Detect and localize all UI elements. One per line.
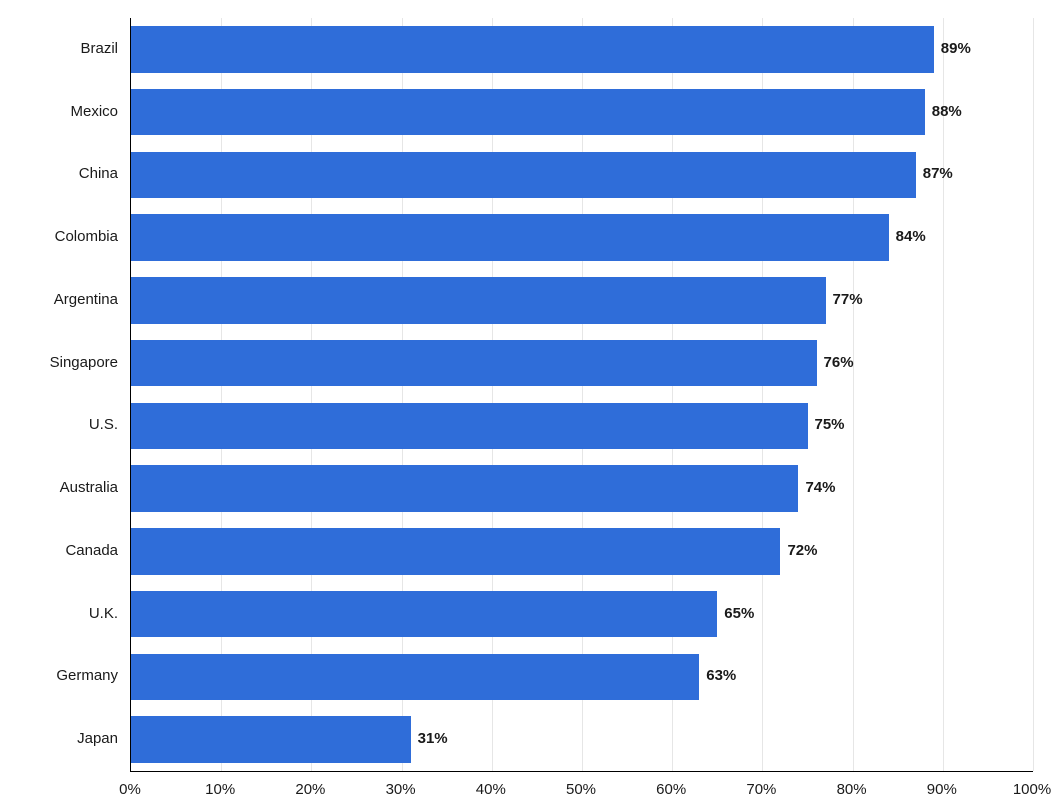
bar[interactable] xyxy=(131,716,411,762)
bar-chart: 0% 10% 20% 30% 40% 50% 60% 70% 80% 90% 100% 89% Braz… xyxy=(0,0,1062,811)
x-axis-tick-label: 20% xyxy=(295,781,325,798)
x-axis-tick-label: 0% xyxy=(119,781,141,798)
bar[interactable] xyxy=(131,26,934,72)
x-axis-tick-label: 70% xyxy=(746,781,776,798)
bar[interactable] xyxy=(131,89,925,135)
bar-value-label: 31% xyxy=(418,730,448,747)
bar-value-label: 65% xyxy=(724,605,754,622)
bar[interactable] xyxy=(131,591,717,637)
bar[interactable] xyxy=(131,465,798,511)
category-label: Mexico xyxy=(70,103,118,120)
x-axis-tick-label: 60% xyxy=(656,781,686,798)
grid-line xyxy=(1033,18,1034,771)
x-axis-tick-label: 40% xyxy=(476,781,506,798)
x-axis-tick-label: 100% xyxy=(1013,781,1051,798)
bar[interactable] xyxy=(131,340,817,386)
bar[interactable] xyxy=(131,654,699,700)
plot-area xyxy=(130,18,1033,772)
bar-value-label: 87% xyxy=(923,165,953,182)
grid-line xyxy=(943,18,944,771)
category-label: Brazil xyxy=(80,40,118,57)
category-label: Colombia xyxy=(55,228,118,245)
bar-value-label: 74% xyxy=(805,479,835,496)
category-label: China xyxy=(79,165,118,182)
category-label: Australia xyxy=(60,479,118,496)
bar-value-label: 77% xyxy=(833,291,863,308)
category-label: Singapore xyxy=(50,354,118,371)
category-label: Japan xyxy=(77,730,118,747)
bar-value-label: 89% xyxy=(941,40,971,57)
bar-value-label: 84% xyxy=(896,228,926,245)
bar[interactable] xyxy=(131,403,808,449)
x-axis-tick-label: 10% xyxy=(205,781,235,798)
category-label: Germany xyxy=(56,667,118,684)
bar[interactable] xyxy=(131,528,780,574)
bar-value-label: 88% xyxy=(932,103,962,120)
bar-value-label: 72% xyxy=(787,542,817,559)
x-axis-tick-label: 80% xyxy=(837,781,867,798)
bar-value-label: 76% xyxy=(824,354,854,371)
category-label: Argentina xyxy=(54,291,118,308)
category-label: U.S. xyxy=(89,416,118,433)
category-label: U.K. xyxy=(89,605,118,622)
category-label: Canada xyxy=(65,542,118,559)
x-axis-tick-label: 90% xyxy=(927,781,957,798)
x-axis-tick-label: 30% xyxy=(386,781,416,798)
x-axis-tick-label: 50% xyxy=(566,781,596,798)
bar-value-label: 63% xyxy=(706,667,736,684)
bar[interactable] xyxy=(131,152,916,198)
bar-value-label: 75% xyxy=(815,416,845,433)
bar[interactable] xyxy=(131,277,826,323)
bar[interactable] xyxy=(131,214,889,260)
